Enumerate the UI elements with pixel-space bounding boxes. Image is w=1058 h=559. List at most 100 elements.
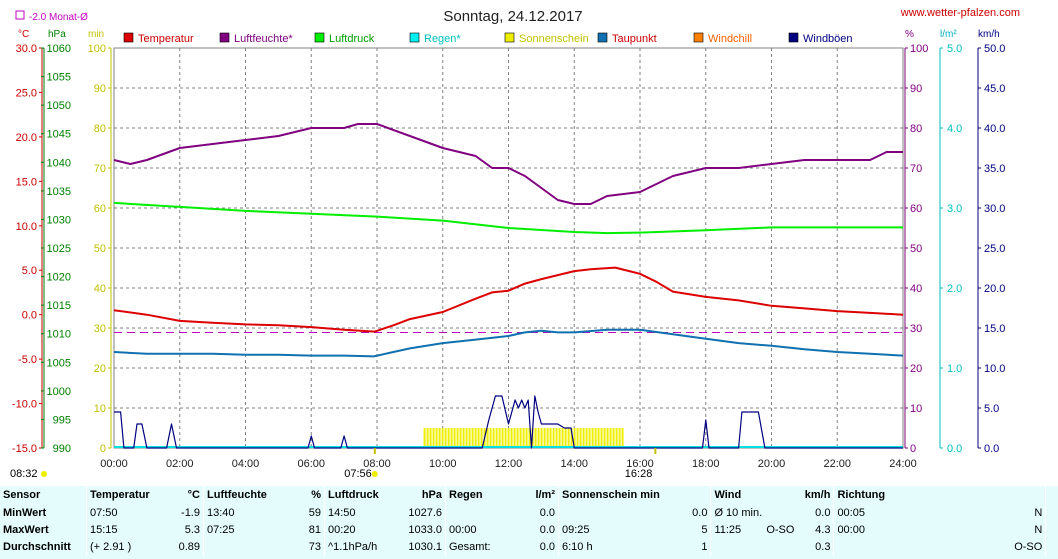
- axis-tick-label: 1010: [47, 329, 71, 341]
- sunshine-bar: [534, 428, 537, 448]
- axis-tick-label: 90: [94, 83, 106, 95]
- min-temp-label: 07:56: [344, 468, 372, 480]
- site-link[interactable]: www.wetter-pfalzen.com: [900, 7, 1020, 19]
- x-tick-label: 18:00: [692, 458, 720, 470]
- sunshine-bar: [486, 428, 489, 448]
- sunshine-bar: [495, 428, 498, 448]
- axis-tick-label: 40: [94, 283, 106, 295]
- stats-row-min: MinWert 07:50 -1.9 13:40 59 14:50 1027.6…: [0, 505, 1058, 522]
- axis-tick-label: 5.0: [984, 403, 999, 415]
- axis-tick-label: 10: [94, 403, 106, 415]
- axis-tick-label: 1060: [47, 43, 71, 55]
- axis-tick-label: 15.0: [984, 323, 1005, 335]
- stats-header-row: Sensor Temperatur °C Luftfeuchte % Luftd…: [0, 486, 1058, 505]
- axis-tick-label: 20.0: [984, 283, 1005, 295]
- hdr-press-unit: hPa: [421, 489, 442, 501]
- sunshine-bar: [507, 428, 510, 448]
- axis-tick-label: 0.0: [984, 443, 999, 455]
- sunshine-bar: [516, 428, 519, 448]
- axis-tick-label: 35.0: [984, 163, 1005, 175]
- axis-tick-label: 1.0: [947, 363, 962, 375]
- sunshine-bar: [492, 428, 495, 448]
- legend-swatch: [597, 32, 608, 43]
- plot-area: [113, 123, 904, 449]
- axis-tick-label: 0.0: [22, 310, 37, 322]
- sunshine-bar: [621, 428, 624, 448]
- sunshine-bar: [546, 428, 549, 448]
- sunshine-bar: [522, 428, 525, 448]
- cell-empty: [1045, 539, 1058, 556]
- axis-tick-label: 20: [94, 363, 106, 375]
- cell-empty: [1045, 522, 1058, 539]
- sunshine-bar: [552, 428, 555, 448]
- sunshine-bar: [426, 428, 429, 448]
- x-tick-label: 04:00: [232, 458, 260, 470]
- stats-row-max: MaxWert 15:15 5.3 07:25 81 00:20 1033.0 …: [0, 522, 1058, 539]
- sunshine-bar: [459, 428, 462, 448]
- axis-tick-label: 4.0: [947, 123, 962, 135]
- x-tick-label: 22:00: [823, 458, 851, 470]
- axis-tick-label: 25.0: [984, 243, 1005, 255]
- axis-tick-label: 100: [88, 43, 106, 55]
- sunshine-bar: [510, 428, 513, 448]
- axis-tick-label: 1000: [47, 386, 71, 398]
- sunshine-bar: [471, 428, 474, 448]
- sunshine-bar: [480, 428, 483, 448]
- cell-value: 0.3: [815, 541, 831, 553]
- hdr-luftdruck: Luftdruck: [324, 486, 401, 505]
- cell-time: 09:25: [558, 522, 635, 539]
- hdr-empty: [1045, 486, 1058, 505]
- cell-value: 0.0: [539, 541, 555, 553]
- wind-max-dir: O-SO: [766, 524, 795, 536]
- sunshine-bar: [441, 428, 444, 448]
- legend-label: Luftdruck: [329, 33, 375, 45]
- legend-label: Sonnenschein: [519, 33, 589, 45]
- chart-legend: Temperatur Luftfeuchte* Luftdruck Regen* Son…: [123, 32, 853, 45]
- axis-tick-label: 10.0: [984, 363, 1005, 375]
- axis-tick-label: 990: [53, 443, 71, 455]
- sunshine-bar: [513, 428, 516, 448]
- axis-tick-label: 30.0: [16, 43, 37, 55]
- x-tick-label: 12:00: [495, 458, 523, 470]
- axis-tick-label: 1025: [47, 243, 71, 255]
- cell-value: 1030.1: [408, 541, 442, 553]
- unit-rain: l/m²: [940, 29, 957, 40]
- sunset-label: 16:28: [625, 468, 653, 480]
- sunshine-bar: [453, 428, 456, 448]
- sunshine-bar: [465, 428, 468, 448]
- sunshine-bar: [558, 428, 561, 448]
- legend-swatch: [504, 32, 515, 43]
- hdr-richtung: Richtung: [833, 486, 1046, 505]
- hdr-hum-unit: %: [311, 489, 321, 501]
- sunshine-bar: [615, 428, 618, 448]
- axis-tick-label: 50.0: [984, 43, 1005, 55]
- axis-tick-label: -5.0: [18, 354, 37, 366]
- axis-tick-label: 3.0: [947, 203, 962, 215]
- cell-value: 81: [308, 524, 321, 536]
- sunshine-bar: [438, 428, 441, 448]
- sunshine-bar: [573, 428, 576, 448]
- sunshine-bar: [435, 428, 438, 448]
- sunshine-bar: [567, 428, 570, 448]
- cell-time: 14:50: [324, 505, 401, 522]
- axis-tick-label: 1045: [47, 129, 71, 141]
- legend-label: Luftfeuchte*: [234, 33, 293, 45]
- axis-tick-label: 40: [910, 283, 922, 295]
- axis-tick-label: 30: [910, 323, 922, 335]
- sunshine-bar: [450, 428, 453, 448]
- axis-tick-label: 1015: [47, 300, 71, 312]
- axis-tick-label: 10: [910, 403, 922, 415]
- cell-time: [833, 539, 939, 556]
- cell-time: 00:00: [445, 522, 522, 539]
- cell-value: 0.0: [815, 507, 831, 519]
- sunshine-bar: [594, 428, 597, 448]
- cell-time: 07:25: [203, 522, 288, 539]
- axis-tick-label: 70: [94, 163, 106, 175]
- sunshine-bar: [498, 428, 501, 448]
- series-line-windböen: [114, 395, 903, 449]
- axis-tick-label: 1040: [47, 157, 71, 169]
- sunshine-bar: [597, 428, 600, 448]
- sunshine-bar: [447, 428, 450, 448]
- sunshine-bar: [609, 428, 612, 448]
- cell-value: 1: [701, 541, 708, 553]
